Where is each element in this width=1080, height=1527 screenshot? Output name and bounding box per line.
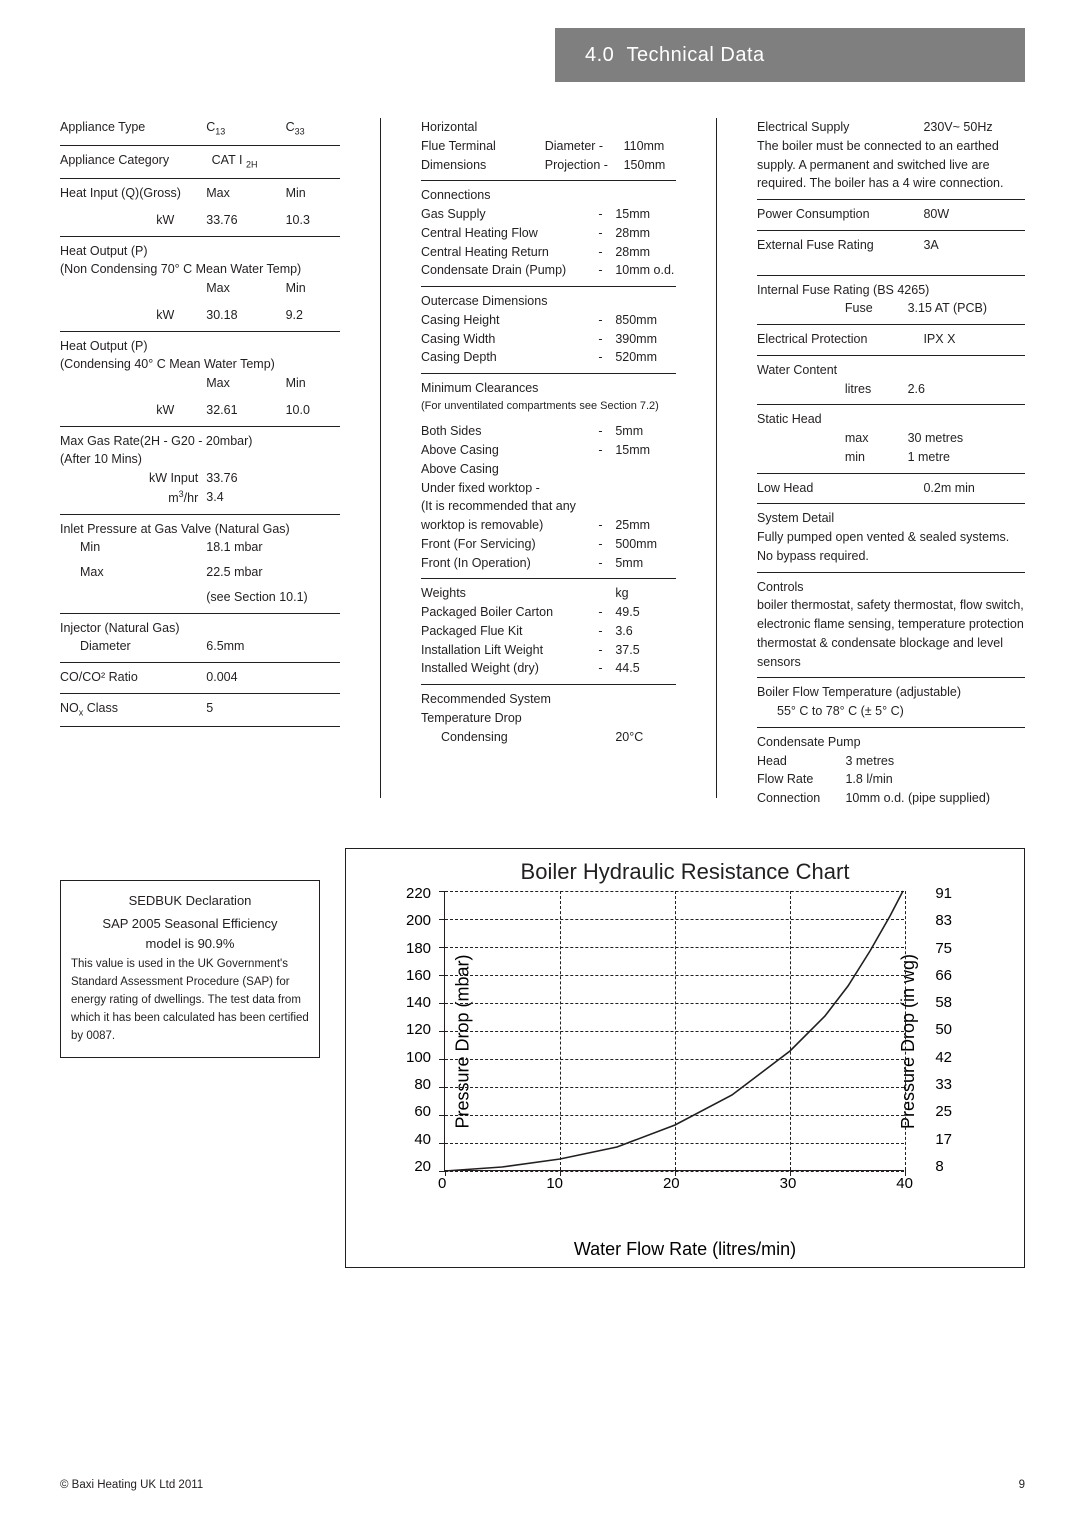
section-title: 4.0 Technical Data [585, 44, 765, 67]
page-footer: © Baxi Heating UK Ltd 2011 9 [60, 1479, 1025, 1491]
chart-y-right-ticks: 918375665850423325178 [935, 885, 952, 1175]
sedbuk-declaration: SEDBUK Declaration SAP 2005 Seasonal Eff… [60, 880, 320, 1058]
chart-plot-area [444, 891, 904, 1171]
resistance-chart: Boiler Hydraulic Resistance Chart Pressu… [345, 848, 1025, 1268]
chart-x-label: Water Flow Rate (litres/min) [346, 1239, 1024, 1260]
section-header: 4.0 Technical Data [555, 28, 1025, 82]
column-divider-1 [380, 118, 381, 798]
chart-title: Boiler Hydraulic Resistance Chart [346, 859, 1024, 885]
appliance-type-label: Appliance Type [60, 118, 202, 139]
footer-copyright: © Baxi Heating UK Ltd 2011 [60, 1479, 203, 1491]
column-2: Horizontal Flue Terminal Diameter - 110m… [421, 118, 676, 808]
appliance-type-c33: C33 [286, 118, 340, 139]
appliance-cat-val: CAT I 2H [212, 151, 258, 172]
column-1: Appliance Type C13 C33 Appliance Categor… [60, 118, 340, 808]
appliance-type-c13: C13 [206, 118, 281, 139]
heat-input-label: Heat Input (Q)(Gross) [60, 184, 202, 203]
appliance-cat-label: Appliance Category [60, 151, 169, 170]
data-columns: Appliance Type C13 C33 Appliance Categor… [60, 118, 1025, 808]
column-3: Electrical Supply 230V~ 50Hz The boiler … [757, 118, 1025, 808]
chart-x-ticks: 010203040 [438, 1175, 913, 1192]
footer-page-number: 9 [1019, 1479, 1025, 1491]
chart-y-left-ticks: 22020018016014012010080604020 [406, 885, 431, 1175]
column-divider-2 [716, 118, 717, 798]
